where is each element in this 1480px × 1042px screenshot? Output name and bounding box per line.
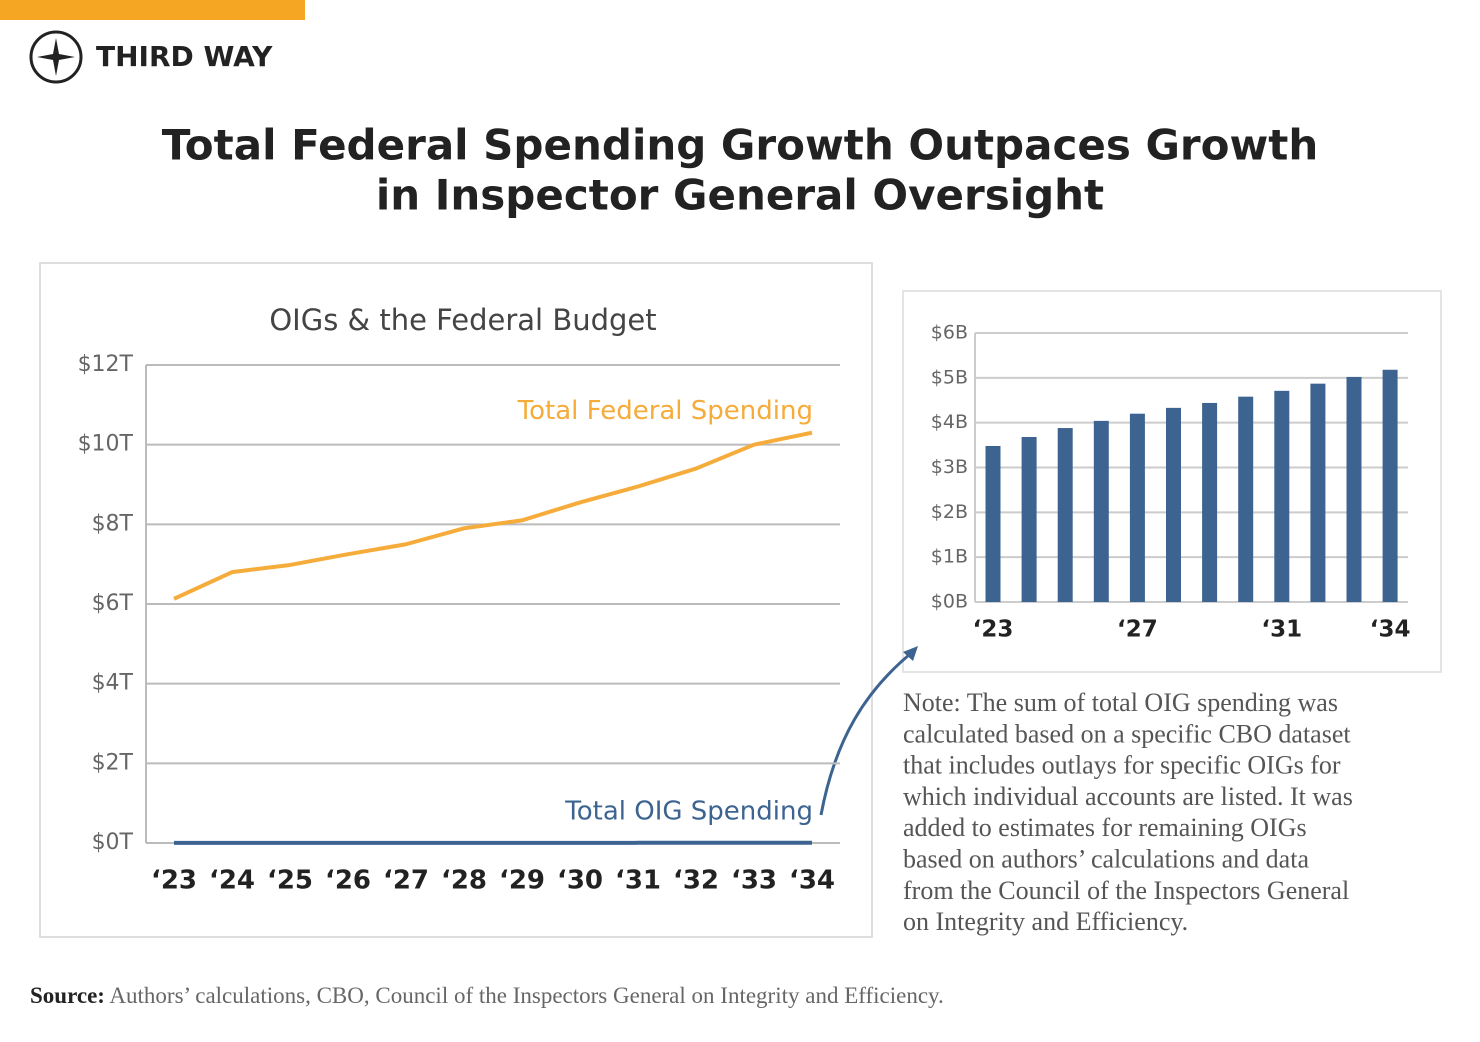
x-tick-label: ‘27 — [1117, 617, 1158, 643]
logo — [29, 30, 83, 84]
y-tick-label: $8T — [92, 511, 134, 536]
bar — [1093, 420, 1109, 602]
x-tick-label: ‘24 — [209, 866, 255, 896]
x-tick-label: ‘30 — [557, 866, 603, 896]
x-tick-label: ‘33 — [731, 866, 777, 896]
note-line: that includes outlays for specific OIGs … — [903, 751, 1341, 780]
note-line: from the Council of the Inspectors Gener… — [903, 876, 1349, 905]
y-tick-label: $2T — [92, 750, 134, 775]
x-tick-label: ‘34 — [789, 866, 835, 896]
title: in Inspector General Oversight — [376, 171, 1104, 220]
series-label: Total OIG Spending — [564, 796, 813, 826]
arrow — [819, 648, 916, 816]
bar — [1310, 383, 1326, 602]
note-line: calculated based on a specific CBO datas… — [903, 719, 1351, 748]
source-text: Authors’ calculations, CBO, Council of t… — [105, 983, 944, 1008]
x-tick-label: ‘25 — [267, 866, 313, 896]
x-tick-label: ‘31 — [615, 866, 661, 896]
x-tick-label: ‘34 — [1370, 617, 1411, 643]
source-label: Source: — [30, 983, 105, 1008]
arrow-head — [903, 646, 918, 661]
x-tick-label: ‘23 — [973, 617, 1014, 643]
series-line — [173, 430, 813, 601]
bar — [985, 445, 1001, 602]
accent-bar — [0, 0, 305, 20]
bar — [1382, 369, 1398, 602]
source: Source: Authors’ calculations, CBO, Coun… — [30, 983, 944, 1008]
x-tick-label: ‘26 — [325, 866, 371, 896]
x-tick-label: ‘27 — [383, 866, 429, 896]
bar — [1057, 428, 1073, 602]
series-label: Total Federal Spending — [517, 396, 813, 426]
note-line: which individual accounts are listed. It… — [903, 782, 1353, 811]
y-tick-label: $4B — [931, 411, 968, 433]
note-line: Note: The sum of total OIG spending was — [903, 688, 1338, 717]
x-tick-label: ‘32 — [673, 866, 719, 896]
bar — [1202, 402, 1218, 602]
note-line: on Integrity and Efficiency. — [903, 907, 1188, 936]
y-tick-label: $6T — [92, 591, 134, 616]
y-tick-label: $12T — [78, 352, 134, 377]
bar — [1346, 376, 1362, 602]
y-tick-label: $10T — [78, 432, 134, 457]
chart-title: OIGs & the Federal Budget — [269, 303, 656, 337]
brand: THIRD WAY — [96, 40, 273, 73]
x-tick-label: ‘31 — [1261, 617, 1302, 643]
note-line: based on authors’ calculations and data — [903, 844, 1309, 873]
y-tick-label: $5B — [931, 366, 968, 388]
bar — [1021, 437, 1037, 602]
y-tick-label: $2B — [931, 501, 968, 523]
y-tick-label: $6B — [931, 322, 968, 344]
y-tick-label: $0T — [92, 830, 134, 855]
y-tick-label: $3B — [931, 456, 968, 478]
x-tick-label: ‘28 — [441, 866, 487, 896]
x-tick-label: ‘29 — [499, 866, 545, 896]
panel — [39, 262, 873, 938]
x-tick-label: ‘23 — [151, 866, 197, 896]
y-tick-label: $4T — [92, 671, 134, 696]
note: Note: The sum of total OIG spending wasc… — [903, 688, 1353, 936]
note-line: added to estimates for remaining OIGs — [903, 813, 1307, 842]
bar — [1238, 396, 1254, 602]
y-tick-label: $0B — [931, 591, 968, 613]
y-tick-label: $1B — [931, 546, 968, 568]
bar — [1166, 407, 1181, 602]
bar — [1129, 413, 1145, 602]
bar — [1274, 390, 1290, 602]
title: Total Federal Spending Growth Outpaces G… — [162, 121, 1319, 170]
